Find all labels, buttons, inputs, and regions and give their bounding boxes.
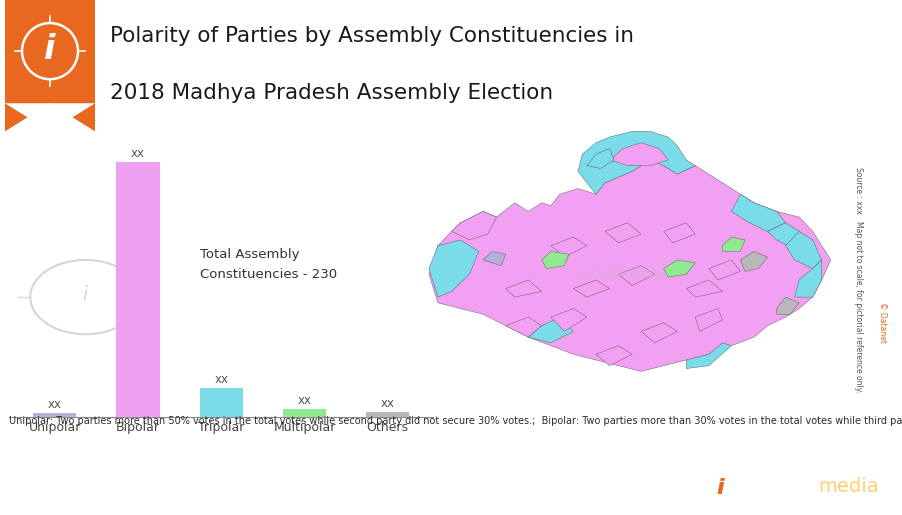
Polygon shape bbox=[428, 240, 478, 297]
Polygon shape bbox=[640, 323, 676, 343]
Polygon shape bbox=[785, 231, 821, 268]
Text: i: i bbox=[44, 32, 56, 65]
Polygon shape bbox=[550, 308, 586, 332]
Polygon shape bbox=[5, 0, 95, 131]
Polygon shape bbox=[609, 143, 667, 166]
Polygon shape bbox=[550, 237, 586, 257]
Circle shape bbox=[705, 474, 733, 502]
Text: xx: xx bbox=[131, 147, 145, 160]
Polygon shape bbox=[505, 280, 541, 297]
Bar bbox=[282, 409, 326, 417]
Bar bbox=[199, 388, 243, 417]
Text: 2018 Madhya Pradesh Assembly Election: 2018 Madhya Pradesh Assembly Election bbox=[110, 83, 553, 103]
Polygon shape bbox=[731, 194, 785, 231]
Polygon shape bbox=[794, 260, 821, 297]
Text: media: media bbox=[817, 477, 878, 496]
Polygon shape bbox=[604, 223, 640, 243]
Polygon shape bbox=[483, 251, 505, 266]
Text: i: i bbox=[715, 478, 723, 498]
Polygon shape bbox=[541, 251, 568, 268]
Text: indiastat: indiastat bbox=[739, 477, 836, 496]
Text: i: i bbox=[83, 285, 88, 304]
Polygon shape bbox=[722, 237, 744, 251]
Text: xx: xx bbox=[214, 373, 228, 386]
Polygon shape bbox=[528, 317, 573, 343]
Polygon shape bbox=[618, 266, 654, 286]
Text: xx: xx bbox=[381, 397, 394, 410]
Polygon shape bbox=[695, 308, 722, 332]
Polygon shape bbox=[505, 317, 541, 337]
Polygon shape bbox=[740, 251, 767, 271]
Polygon shape bbox=[428, 160, 830, 371]
Text: Polarity of Parties by Assembly Constituencies in: Polarity of Parties by Assembly Constitu… bbox=[110, 26, 633, 46]
Polygon shape bbox=[586, 148, 613, 168]
Polygon shape bbox=[595, 346, 631, 366]
Polygon shape bbox=[708, 260, 740, 280]
Polygon shape bbox=[776, 297, 798, 314]
Bar bbox=[365, 412, 409, 417]
Polygon shape bbox=[451, 211, 496, 240]
Text: Unipolar: Two parties more than 50% votes in the total votes while second party : Unipolar: Two parties more than 50% vote… bbox=[9, 416, 902, 426]
Polygon shape bbox=[767, 223, 812, 251]
Text: i: i bbox=[715, 478, 723, 498]
Polygon shape bbox=[663, 223, 695, 243]
Polygon shape bbox=[573, 280, 609, 297]
Text: xx: xx bbox=[48, 398, 61, 411]
Polygon shape bbox=[686, 280, 722, 297]
Text: Total Assembly
Constituencies - 230: Total Assembly Constituencies - 230 bbox=[200, 248, 337, 281]
Text: xx: xx bbox=[297, 394, 311, 407]
Bar bbox=[116, 162, 160, 417]
Bar bbox=[33, 413, 77, 417]
Text: Source : xxx   Map not to scale, for pictorial reference only.: Source : xxx Map not to scale, for picto… bbox=[853, 167, 861, 392]
Polygon shape bbox=[5, 103, 95, 131]
Text: indiastatmedia.com: indiastatmedia.com bbox=[576, 269, 686, 279]
Polygon shape bbox=[577, 131, 695, 194]
Polygon shape bbox=[686, 343, 731, 369]
Text: © Datanet: © Datanet bbox=[878, 302, 886, 343]
Polygon shape bbox=[663, 260, 695, 277]
